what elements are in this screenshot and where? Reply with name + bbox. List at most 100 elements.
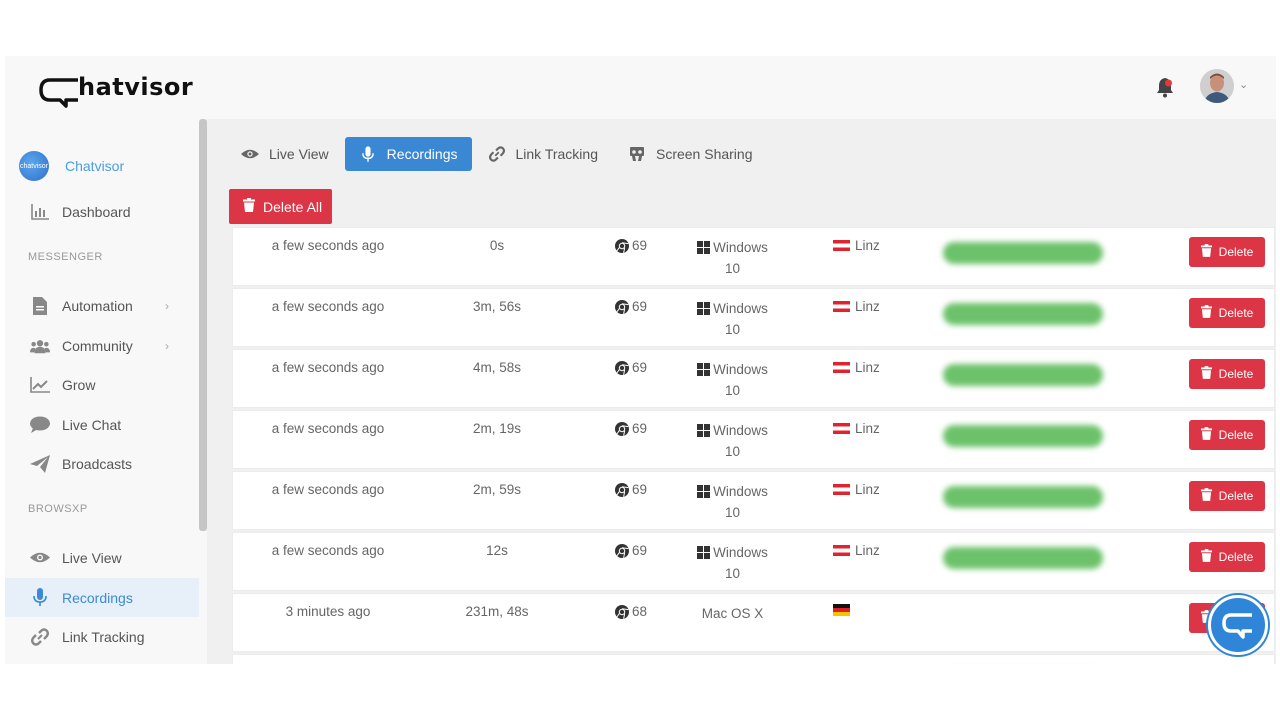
link-icon [488,146,506,162]
location-city: Linz [855,421,880,436]
delete-button[interactable]: Delete [1189,420,1265,450]
location-city: Linz [855,299,880,314]
sidebar-item-label: Grow [62,376,96,393]
recording-row[interactable]: a few seconds ago 0s 69 Windows 10 Linz Delete [232,227,1275,286]
delete-label: Delete [1218,428,1254,442]
recording-row[interactable]: a few seconds ago 4m, 58s 69 Windows 10 Linz D… [232,349,1275,408]
delete-button[interactable]: Delete [1189,237,1265,267]
trash-icon [1200,305,1212,321]
tab-label: Screen Sharing [655,146,753,162]
location-city: Linz [855,543,880,558]
user-avatar[interactable] [1200,69,1234,103]
delete-label: Delete [1218,245,1254,259]
chrome-icon [615,604,629,619]
os-version: 10 [724,566,741,581]
delete-all-button[interactable]: Delete All [229,189,332,224]
browser-version: 69 [632,543,648,558]
trash-icon [1200,366,1212,382]
sidebar-item-automation[interactable]: Automation › [5,286,199,325]
sidebar-item-recordings[interactable]: Recordings [5,578,199,617]
delete-button[interactable]: Delete [1189,298,1265,328]
browser-version: 69 [632,299,648,314]
os-info: Windows 10 [695,421,770,461]
austria-flag-icon [833,362,850,373]
os-version: 10 [724,322,741,337]
sidebar-item-label: Dashboard [62,203,131,220]
chrome-icon [615,421,629,436]
trash-icon [1200,549,1212,565]
location-city: Linz [855,482,880,497]
os-info: Windows 10 [695,299,770,339]
recording-row[interactable]: a few seconds ago 2m, 19s 69 Windows 10 Linz D… [232,410,1275,469]
austria-flag-icon [833,423,850,434]
browser-info: 69 [615,543,647,558]
logo-icon [39,78,78,108]
recording-duration: 4m, 58s [472,360,522,375]
sidebar-item-dashboard[interactable]: Dashboard [5,192,199,231]
recording-row[interactable]: a few seconds ago 12s 69 Windows 10 Linz Delet… [232,532,1275,591]
location-info: Linz [833,482,880,497]
sidebar-brand[interactable]: chatvisor Chatvisor [19,151,124,181]
tab-recordings[interactable]: Recordings [344,137,472,171]
section-browsxp: BROWSXP [28,503,88,515]
eye-icon [241,146,259,162]
recording-duration: 0s [489,238,505,253]
logo-text: hatvisor [78,73,194,101]
windows-icon [697,241,711,254]
sidebar-item-live-chat[interactable]: Live Chat [5,405,199,444]
os-name: Windows [713,362,768,377]
sidebar-item-broadcasts[interactable]: Broadcasts [5,444,199,483]
windows-icon [697,302,711,315]
recording-row[interactable]: a few seconds ago 2m, 59s 69 Windows 10 Linz D… [232,471,1275,530]
recording-time: a few seconds ago [271,238,385,253]
sidebar-item-label: Link Tracking [62,628,145,645]
recording-row[interactable]: a few seconds ago 3m, 56s 69 Windows 10 Linz D… [232,288,1275,347]
os-version: 10 [724,444,741,459]
delete-button[interactable]: Delete [1189,542,1265,572]
sidebar-item-label: Recordings [62,589,133,606]
slideshare-icon [628,146,646,162]
user-menu-chevron-icon[interactable]: ⌄ [1239,79,1249,91]
delete-label: Delete [1218,489,1254,503]
location-info: Linz [833,421,880,436]
chevron-right-icon: › [165,338,169,353]
sidebar-item-live-view[interactable]: Live View [5,538,199,577]
document-icon [30,296,50,316]
notification-bell-icon[interactable] [1155,76,1175,98]
chart-line-icon [30,375,50,395]
tab-screen-sharing[interactable]: Screen Sharing [614,137,767,171]
location-info: Linz [833,360,880,375]
sidebar-item-link-tracking[interactable]: Link Tracking [5,617,199,656]
os-version: 10 [724,505,741,520]
os-info: Windows 10 [695,238,770,278]
brand-avatar: chatvisor [19,151,49,181]
tab-link-tracking[interactable]: Link Tracking [474,137,612,171]
os-version: 10 [724,261,741,276]
os-info: Windows 10 [695,482,770,522]
recording-time: a few seconds ago [271,421,385,436]
austria-flag-icon [833,545,850,556]
windows-icon [697,546,711,559]
sidebar-item-grow[interactable]: Grow [5,365,199,404]
sidebar-item-community[interactable]: Community › [5,326,199,365]
tab-live-view[interactable]: Live View [227,137,343,171]
chat-widget-button[interactable] [1208,595,1268,655]
chrome-icon [615,299,629,314]
browser-version: 69 [632,482,648,497]
os-version: 10 [724,383,741,398]
blurred-tag [943,425,1103,447]
recording-time: a few seconds ago [271,482,385,497]
austria-flag-icon [833,484,850,495]
app-window: hatvisor ⌄ chatvisor Chatvisor [5,56,1276,664]
recording-duration: 2m, 19s [472,421,522,436]
chatvisor-logo[interactable]: hatvisor [38,70,193,110]
sidebar-scrollbar[interactable] [199,119,207,531]
microphone-icon [359,145,377,162]
browser-info: 69 [615,360,647,375]
delete-button[interactable]: Delete [1189,359,1265,389]
chat-bubble-icon [30,415,50,435]
delete-button[interactable]: Delete [1189,481,1265,511]
os-info: Windows 10 [695,360,770,400]
